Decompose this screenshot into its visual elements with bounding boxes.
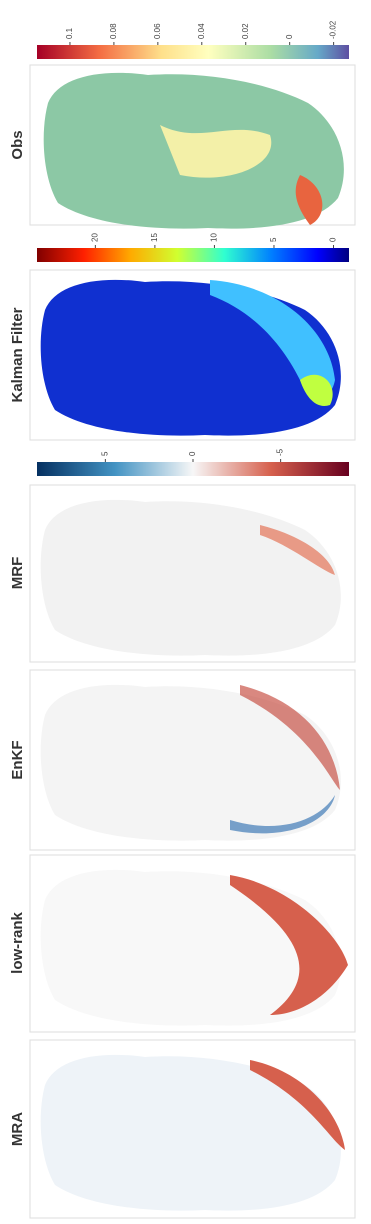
colorbar-tick-label: 0.04 [197,23,206,39]
colorbar-tick-label: 20 [90,233,99,242]
panel-label: Obs [9,130,26,159]
panel-label: low-rank [9,912,26,974]
colorbar-tick-label: 0 [285,34,294,39]
colorbar-tick-label: 5 [269,237,278,242]
colorbar-tick-label: 0.1 [65,27,74,39]
colorbar-tick-label: 0.08 [109,23,118,39]
colorbar [37,248,349,262]
colorbar-tick-label: -0.02 [329,20,338,39]
colorbar-tick-label: 0.02 [241,23,250,39]
panel-label: EnKF [9,740,26,779]
colorbar-tick-label: 10 [210,233,219,242]
panel-label: MRF [9,557,26,590]
colorbar-tick-label: 0.06 [153,23,162,39]
colorbar [37,45,349,59]
panel-label: MRA [9,1112,26,1146]
colorbar-tick-label: 0 [188,451,197,456]
colorbar-tick-label: 0 [329,237,338,242]
panel-label: Kalman Filter [9,307,26,402]
colorbar-tick-label: 5 [100,451,109,456]
colorbar-tick-label: -5 [276,448,285,456]
colorbar [37,462,349,476]
colorbar-tick-label: 15 [150,233,159,242]
